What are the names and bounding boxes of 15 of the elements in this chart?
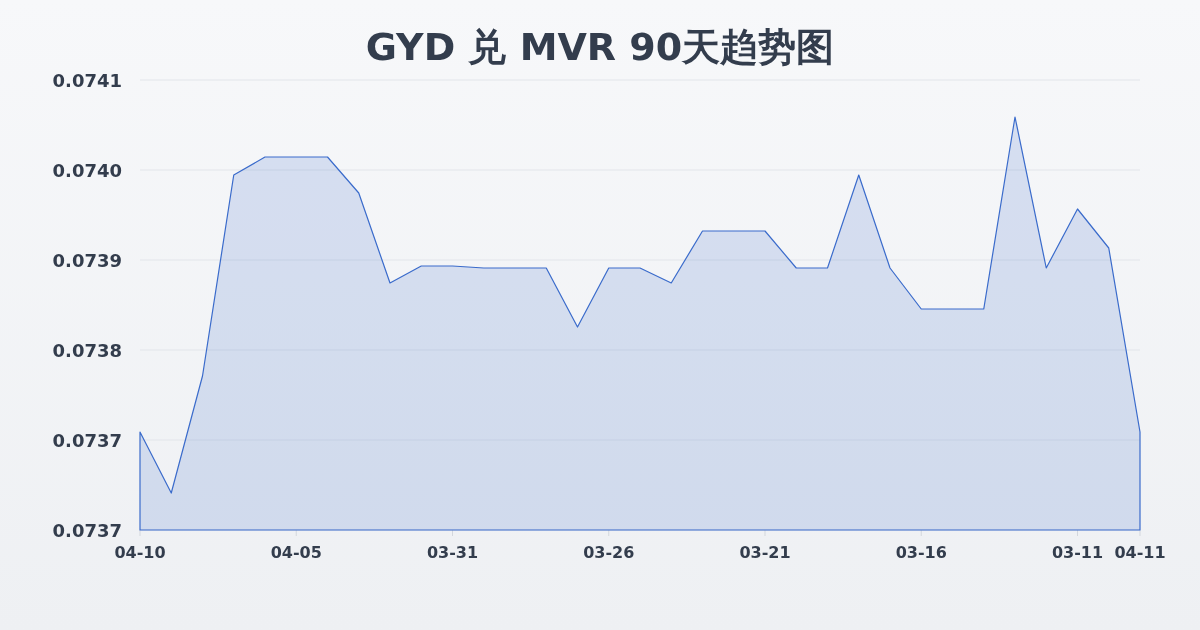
x-tick-label: 03-11 (1051, 543, 1104, 562)
x-tick-label: 04-10 (114, 543, 166, 562)
x-tick-label: 03-31 (426, 543, 479, 562)
x-tick-label: 03-26 (583, 543, 635, 562)
x-tick-label: 04-11 (1114, 543, 1166, 562)
x-tick-label: 04-05 (270, 543, 322, 562)
y-tick-label: 0.0741 (52, 69, 122, 91)
x-tick-label: 03-21 (739, 543, 791, 562)
y-tick-label: 0.0738 (52, 339, 122, 361)
x-tick-label: 03-16 (895, 543, 947, 562)
y-tick-label: 0.0740 (52, 159, 122, 181)
y-tick-label: 0.0739 (52, 249, 122, 271)
chart-title: GYD 兑 MVR 90天趋势图 (365, 25, 835, 69)
y-tick-label: 0.0737 (52, 429, 122, 451)
y-tick-label: 0.0737 (52, 519, 122, 541)
